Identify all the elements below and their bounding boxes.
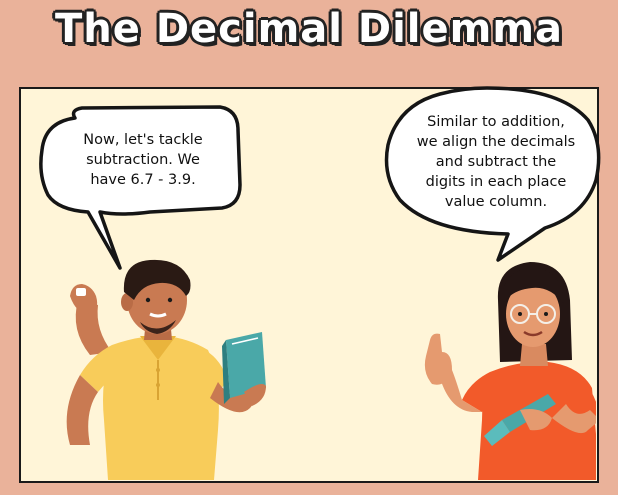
left-bubble-line: have 6.7 - 3.9. bbox=[90, 172, 196, 188]
left-speech-bubble bbox=[39, 105, 242, 270]
man-character bbox=[66, 259, 266, 480]
left-bubble-text: Now, let's tackle subtraction. We have 6… bbox=[58, 130, 228, 190]
left-bubble-line: Now, let's tackle bbox=[83, 132, 203, 148]
left-bubble-line: subtraction. We bbox=[86, 152, 200, 168]
right-bubble-line: digits in each place bbox=[425, 174, 567, 190]
book-icon bbox=[222, 332, 266, 404]
right-bubble-line: value column. bbox=[444, 194, 548, 210]
right-bubble-text: Similar to addition, we align the decima… bbox=[396, 112, 596, 212]
woman-character bbox=[424, 262, 596, 480]
right-bubble-line: we align the decimals bbox=[416, 134, 576, 150]
right-bubble-line: and subtract the bbox=[435, 154, 557, 170]
right-speech-bubble bbox=[384, 86, 601, 262]
page-title: The Decimal Dilemma bbox=[55, 6, 563, 52]
right-bubble-line: Similar to addition, bbox=[427, 114, 565, 130]
